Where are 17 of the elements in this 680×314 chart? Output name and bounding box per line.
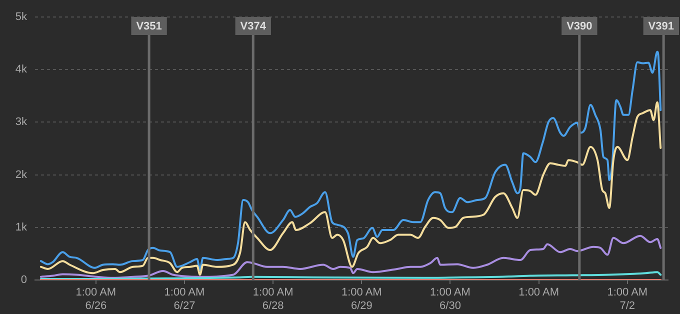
x-tick-label: 1:00 AM 6/27: [164, 286, 205, 312]
ref-line-label: V390: [566, 20, 592, 33]
y-tick-label: 2k: [15, 168, 28, 181]
y-tick-label: 1k: [15, 221, 28, 234]
x-tick-label: 1:00 AM 6/30: [430, 286, 470, 312]
x-tick-label: 1:00 AM 6/29: [341, 286, 382, 312]
x-tick-label: 1:00 AM 7/2: [607, 286, 648, 312]
y-tick-label: 4k: [15, 64, 28, 76]
ref-line-label: V374: [240, 20, 267, 33]
x-tick-label: 1:00 AM 6/28: [252, 286, 294, 312]
x-tick-label: 1:00 AM: [518, 286, 559, 299]
y-tick-label: 5k: [15, 11, 28, 24]
y-tick-label: 3k: [15, 116, 28, 128]
ref-line-label: V391: [648, 20, 674, 33]
ref-line-label: V351: [136, 20, 162, 33]
x-tick-label: 1:00 AM 6/26: [76, 286, 116, 312]
y-tick-label: 0: [20, 274, 27, 286]
